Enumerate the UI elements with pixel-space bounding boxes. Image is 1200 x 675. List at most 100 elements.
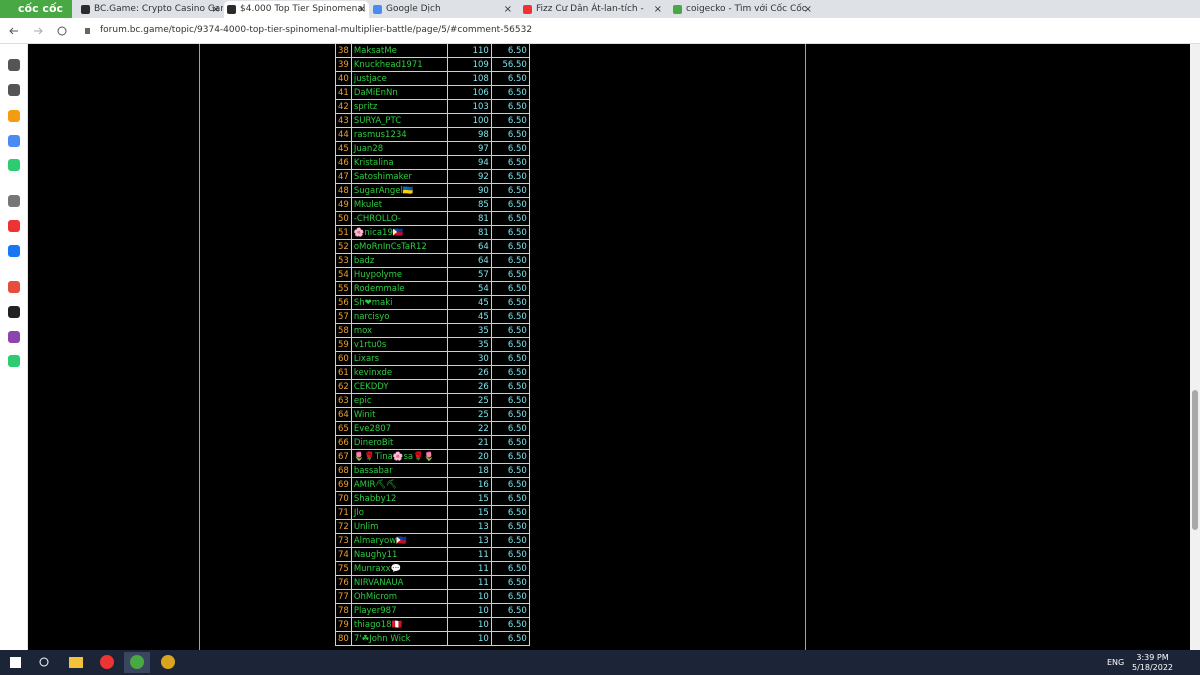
table-row: 70 Shabby12 15 6.50 [335,491,530,506]
wagered: 30 [446,351,492,366]
table-row: 68 bassabar 18 6.50 [335,463,530,478]
table-row: 65 Eve2807 22 6.50 [335,421,530,436]
language[interactable]: ENG [1107,658,1125,667]
tab-bar: cốc cốc BC.Game: Crypto Casino Gam × $4.00… [0,0,1200,18]
sidebar [0,44,28,650]
leaderboard-table: 38 MaksatMe 110 6.50 39 Knuckhead1971 109 56.50… [335,44,530,646]
tab-close[interactable]: × [211,4,220,15]
coccoc-icon[interactable] [130,655,144,669]
rank: 76 [335,575,352,590]
table-row: 52 oMoRnInCsTaR12 64 6.50 [335,239,530,254]
chrome-icon[interactable] [100,655,114,669]
prize: 6.50 [490,141,530,156]
time: 3:39 PM [1136,653,1169,662]
sidebar-icon[interactable] [8,281,20,293]
scrollbar[interactable] [1190,44,1200,650]
tab[interactable]: Google Dịch × [370,1,515,18]
prize: 6.50 [490,449,530,464]
sidebar-icon[interactable] [8,220,20,232]
tab-close[interactable]: × [357,4,366,15]
wagered: 108 [446,71,492,86]
table-row: 41 DaMiEnNn 106 6.50 [335,85,530,100]
player: kevinxde [350,365,448,380]
clock[interactable]: 3:39 PM 5/18/2022 [1132,653,1173,673]
prize: 6.50 [490,127,530,142]
url[interactable]: forum.bc.game/topic/9374-4000-top-tier-s… [100,25,533,35]
tab-close[interactable]: × [803,4,812,15]
player: Lixars [350,351,448,366]
prize: 6.50 [490,365,530,380]
sidebar-icon[interactable] [8,355,20,367]
rank: 72 [335,519,352,534]
rank: 42 [335,99,352,114]
table-row: 46 Kristalina 94 6.50 [335,155,530,170]
player: Winit [350,407,448,422]
wagered: 26 [446,379,492,394]
sidebar-icon[interactable] [8,306,20,318]
player: SURYA_PTC [350,113,448,128]
prize: 6.50 [490,631,530,646]
tab[interactable]: Fizz Cư Dân Át-lan-tích - × [520,1,665,18]
wagered: 57 [446,267,492,282]
prize: 6.50 [490,435,530,450]
player: spritz [350,99,448,114]
prize: 6.50 [490,477,530,492]
player: Satoshimaker [350,169,448,184]
tab-title: $4.000 Top Tier Spinomenal [240,4,366,14]
wagered: 10 [446,603,492,618]
browser-logo[interactable]: cốc cốc [0,0,72,18]
tab-icon [81,5,90,14]
player: CEKDDY [350,379,448,394]
scroll-thumb[interactable] [1192,390,1198,530]
table-row: 78 Player987 10 6.50 [335,603,530,618]
rank: 49 [335,197,352,212]
table-row: 77 OhMicrom 10 6.50 [335,589,530,604]
sidebar-icon[interactable] [8,331,20,343]
sidebar-icon[interactable] [8,84,20,96]
sidebar-icon[interactable] [8,135,20,147]
rank: 65 [335,421,352,436]
tab-icon [373,5,382,14]
rank: 77 [335,589,352,604]
start-button[interactable] [10,657,21,668]
prize: 6.50 [490,85,530,100]
prize: 6.50 [490,155,530,170]
rank: 64 [335,407,352,422]
player: Jlo [350,505,448,520]
table-row: 38 MaksatMe 110 6.50 [335,44,530,58]
table-row: 43 SURYA_PTC 100 6.50 [335,113,530,128]
forward-button[interactable] [34,27,43,35]
tab-close[interactable]: × [653,4,662,15]
table-row: 57 narcisyo 45 6.50 [335,309,530,324]
rank: 45 [335,141,352,156]
player: 🌷🌹Tina🌸sa🌹🌷 [350,449,448,464]
explorer-icon[interactable] [69,657,83,668]
wagered: 106 [446,85,492,100]
reload-button[interactable] [57,26,67,36]
table-row: 49 Mkulet 85 6.50 [335,197,530,212]
rank: 43 [335,113,352,128]
prize: 56.50 [490,57,530,72]
column-border [199,44,200,650]
sidebar-icon[interactable] [8,59,20,71]
sidebar-icon[interactable] [8,110,20,122]
rank: 69 [335,477,352,492]
player: epic [350,393,448,408]
table-row: 63 epic 25 6.50 [335,393,530,408]
tab-close[interactable]: × [503,4,512,15]
prize: 6.50 [490,491,530,506]
tab[interactable]: $4.000 Top Tier Spinomenal × [224,1,369,18]
sidebar-icon[interactable] [8,195,20,207]
sidebar-icon[interactable] [8,159,20,171]
tab[interactable]: coigecko - Tìm với Cốc Cốc × [670,1,815,18]
wagered: 97 [446,141,492,156]
taskbar-icons [10,652,175,673]
table-row: 64 Winit 25 6.50 [335,407,530,422]
prize: 6.50 [490,547,530,562]
back-button[interactable] [9,27,18,35]
search-button[interactable] [39,657,49,667]
sidebar-icon[interactable] [8,245,20,257]
player: Player987 [350,603,448,618]
app-icon[interactable] [161,655,175,669]
tab[interactable]: BC.Game: Crypto Casino Gam × [78,1,223,18]
